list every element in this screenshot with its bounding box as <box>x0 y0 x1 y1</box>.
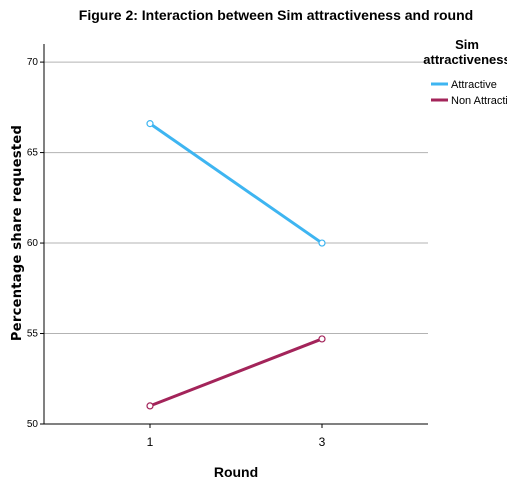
y-tick-label: 55 <box>27 329 39 340</box>
x-tick-label: 1 <box>147 435 154 449</box>
y-tick-label: 70 <box>27 57 39 68</box>
legend-label: Attractive <box>451 79 497 91</box>
y-axis-title: Percentage share requested <box>10 125 25 341</box>
data-point <box>146 402 154 410</box>
legend-items: Attractive Non Attractive <box>431 79 507 107</box>
data-point <box>318 335 326 343</box>
y-tick-label: 60 <box>27 238 39 249</box>
data-point <box>318 239 326 247</box>
legend-label: Non Attractive <box>451 95 507 107</box>
series-line <box>149 337 323 408</box>
data-point <box>146 120 154 128</box>
x-axis-title: Round <box>214 464 258 480</box>
y-tick-label: 50 <box>27 419 39 430</box>
y-tick-label: 65 <box>27 148 39 159</box>
legend: Sim attractiveness Attractive Non Attract… <box>423 37 507 107</box>
y-axis-ticks: 50 55 60 65 70 <box>27 57 44 430</box>
series-group <box>146 120 326 410</box>
legend-title-line-1: Sim <box>455 37 479 52</box>
x-tick-label: 3 <box>319 435 326 449</box>
series-line <box>149 122 323 245</box>
chart-title: Figure 2: Interaction between Sim attrac… <box>79 7 473 23</box>
gridlines <box>44 61 428 335</box>
legend-title-line-2: attractiveness <box>423 52 507 67</box>
